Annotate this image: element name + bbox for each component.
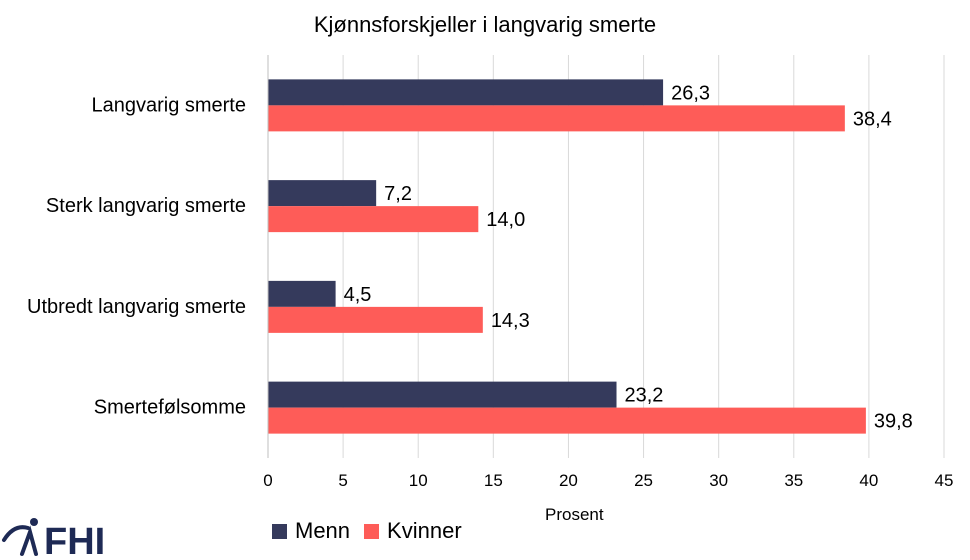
data-label: 38,4 (853, 108, 892, 130)
fhi-logo: FHI (2, 518, 105, 560)
legend-label-menn: Menn (295, 518, 351, 543)
bar-kvinner (268, 306, 483, 333)
logo-figure (20, 525, 38, 556)
chart-title: Kjønnsforskjeller i langvarig smerte (313, 12, 657, 37)
data-label: 23,2 (625, 385, 664, 407)
logo-swoosh (2, 525, 30, 542)
category-label: Smertefølsomme (94, 397, 246, 419)
category-label: Utbredt langvarig smerte (27, 296, 246, 318)
x-tick-label: 0 (263, 471, 272, 490)
logo-text: FHI (44, 521, 105, 560)
bar-menn (268, 381, 617, 408)
x-axis-label: Prosent (545, 505, 604, 524)
legend-item-menn: Menn (272, 518, 350, 544)
legend-item-kvinner: Kvinner (364, 518, 462, 544)
bar-kvinner (268, 407, 866, 434)
data-label: 14,3 (491, 310, 530, 332)
data-label: 4,5 (344, 284, 372, 306)
x-tick-label: 10 (409, 471, 428, 490)
x-tick-label: 30 (709, 471, 728, 490)
x-tick-label: 45 (935, 471, 954, 490)
legend: Menn Kvinner (272, 518, 476, 544)
x-tick-label: 35 (784, 471, 803, 490)
category-label: Sterk langvarig smerte (46, 195, 246, 217)
bar-menn (268, 180, 377, 207)
x-tick-label: 5 (338, 471, 347, 490)
x-tick-label: 25 (634, 471, 653, 490)
bar-menn (268, 280, 336, 307)
bar-menn (268, 79, 664, 106)
data-label: 26,3 (671, 82, 710, 104)
bar-kvinner (268, 105, 845, 132)
category-label: Langvarig smerte (91, 94, 246, 116)
data-label: 7,2 (384, 183, 412, 205)
x-tick-label: 15 (484, 471, 503, 490)
legend-label-kvinner: Kvinner (387, 518, 462, 543)
legend-swatch-menn (272, 523, 287, 539)
data-label: 14,0 (486, 209, 525, 231)
logo-dot (30, 518, 38, 526)
x-tick-label: 40 (859, 471, 878, 490)
x-tick-label: 20 (559, 471, 578, 490)
legend-swatch-kvinner (364, 523, 380, 539)
data-label: 39,8 (874, 411, 913, 433)
bar-kvinner (268, 206, 479, 233)
